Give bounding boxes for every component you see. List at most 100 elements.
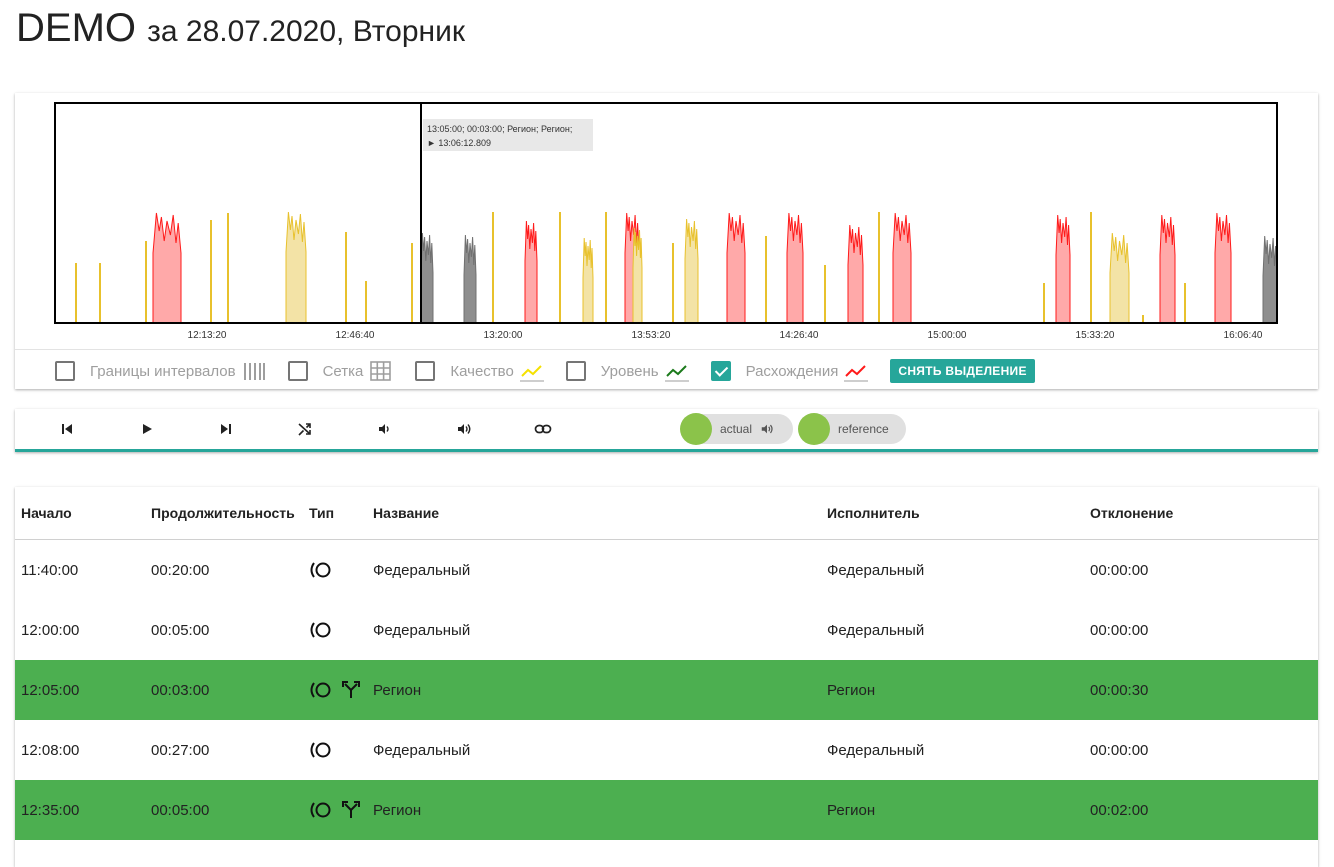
broadcast-icon <box>310 802 331 818</box>
cell-deviation: 00:02:00 <box>1090 801 1149 819</box>
red-blob <box>1159 214 1176 324</box>
actual-chip[interactable]: actual <box>680 413 793 445</box>
cell-performer: Федеральный <box>827 621 925 639</box>
chart-tooltip <box>423 119 593 151</box>
discrepancy-checkbox[interactable] <box>710 361 731 381</box>
skip-previous-button[interactable] <box>56 418 78 440</box>
yellow-blob <box>1109 232 1130 324</box>
yellow-blob <box>632 227 643 324</box>
x-tick-label: 16:06:40 <box>1224 330 1263 341</box>
link-icon <box>534 424 552 434</box>
option-level[interactable]: Уровень <box>565 360 689 382</box>
cell-type <box>309 720 333 780</box>
gray-blob <box>420 232 434 324</box>
quality-checkbox[interactable] <box>415 361 436 381</box>
table-row[interactable]: 12:35:00 00:05:00 Регион Регион 00:02:00 <box>15 780 1318 840</box>
x-tick-label: 15:33:20 <box>1076 330 1115 341</box>
option-boundaries[interactable]: Границы интервалов <box>55 360 266 382</box>
red-blob <box>847 224 864 324</box>
chart-divider <box>15 349 1318 350</box>
page-title-date: за 28.07.2020, Вторник <box>147 15 465 48</box>
header-performer[interactable]: Исполнитель <box>827 505 920 521</box>
table-header: Начало Продолжительность Тип Название Ис… <box>15 487 1318 540</box>
cell-type <box>309 540 333 600</box>
grid-icon <box>370 361 392 381</box>
red-blob <box>892 212 912 324</box>
chart-tooltip-line2: ► 13:06:12.809 <box>427 138 491 148</box>
play-button[interactable] <box>136 418 158 440</box>
table-row[interactable]: 11:40:00 00:20:00 Федеральный Федеральный 00… <box>15 540 1318 600</box>
actual-chip-dot <box>680 413 712 445</box>
cell-start: 12:08:00 <box>21 741 80 759</box>
yellow-blob <box>582 237 594 324</box>
cell-type <box>309 660 361 720</box>
cell-performer: Регион <box>827 681 876 699</box>
x-tick-label: 14:26:40 <box>780 330 819 341</box>
red-blob <box>524 220 538 324</box>
reference-chip-label: reference <box>838 422 889 436</box>
header-start[interactable]: Начало <box>21 505 72 521</box>
x-tick-label: 12:13:20 <box>188 330 227 341</box>
actual-chip-label: actual <box>720 422 753 436</box>
quality-label: Качество <box>450 362 514 380</box>
table-row[interactable]: 12:08:00 00:27:00 Федеральный Федеральный 00… <box>15 720 1318 780</box>
cell-performer: Федеральный <box>827 561 925 579</box>
broadcast-icon <box>310 622 331 638</box>
link-button[interactable] <box>532 418 554 440</box>
timeline-chart[interactable]: 13:05:00; 00:03:00; Регион; Регион; ► 13… <box>15 93 1318 349</box>
cell-type <box>309 780 361 840</box>
cell-name: Федеральный <box>373 621 471 639</box>
chart-frame <box>54 102 1278 324</box>
header-duration[interactable]: Продолжительность <box>151 505 295 521</box>
cell-duration: 00:05:00 <box>151 621 210 639</box>
level-checkbox[interactable] <box>565 361 586 381</box>
x-tick-label: 12:46:40 <box>336 330 375 341</box>
x-axis-ticks: 12:13:20 12:46:40 13:20:00 13:53:20 14:26:40… <box>188 330 1263 341</box>
yellow-line-icon <box>519 365 544 382</box>
yellow-blob <box>285 211 307 324</box>
cell-name: Регион <box>373 681 422 699</box>
skip-next-button[interactable] <box>215 418 237 440</box>
table-row[interactable]: 12:00:00 00:05:00 Федеральный Федеральный 00… <box>15 600 1318 660</box>
reference-chip[interactable]: reference <box>798 413 906 445</box>
cell-performer: Регион <box>827 801 876 819</box>
red-blob <box>786 212 804 324</box>
schedule-table: Начало Продолжительность Тип Название Ис… <box>15 487 1318 867</box>
grid-checkbox[interactable] <box>287 361 308 381</box>
skip-next-icon <box>221 424 231 434</box>
table-row[interactable]: 12:05:00 00:03:00 Регион Регион 00:00:30 <box>15 660 1318 720</box>
red-blob <box>726 212 746 324</box>
option-grid[interactable]: Сетка <box>287 360 394 382</box>
option-quality[interactable]: Качество <box>415 360 544 382</box>
red-blob <box>1055 214 1071 324</box>
boundaries-label: Границы интервалов <box>90 362 236 380</box>
split-icon <box>342 681 360 698</box>
level-label: Уровень <box>600 362 659 380</box>
shuffle-button[interactable] <box>294 418 316 440</box>
clear-selection-button[interactable]: СНЯТЬ ВЫДЕЛЕНИЕ <box>890 359 1035 383</box>
option-discrepancy[interactable]: Расхождения <box>710 360 869 382</box>
header-deviation[interactable]: Отклонение <box>1090 505 1174 521</box>
x-tick-label: 15:00:00 <box>928 330 967 341</box>
cell-start: 12:05:00 <box>21 681 80 699</box>
cell-duration: 00:03:00 <box>151 681 210 699</box>
volume-down-icon <box>379 424 389 434</box>
cell-deviation: 00:00:00 <box>1090 561 1149 579</box>
cell-duration: 00:27:00 <box>151 741 210 759</box>
boundaries-checkbox[interactable] <box>55 361 75 381</box>
header-name[interactable]: Название <box>373 505 440 521</box>
broadcast-icon <box>310 742 331 758</box>
cell-duration: 00:05:00 <box>151 801 210 819</box>
cell-duration: 00:20:00 <box>151 561 210 579</box>
split-icon <box>342 801 360 818</box>
volume-up-button[interactable] <box>453 418 475 440</box>
cell-name: Регион <box>373 801 422 819</box>
volume-down-button[interactable] <box>373 418 395 440</box>
skip-previous-icon <box>62 424 72 434</box>
cell-deviation: 00:00:00 <box>1090 621 1149 639</box>
page-title: DEMO за 28.07.2020, Вторник <box>16 6 465 51</box>
volume-up-icon <box>458 424 471 434</box>
header-type[interactable]: Тип <box>309 505 335 521</box>
red-blob <box>1214 212 1232 324</box>
cell-name: Федеральный <box>373 741 471 759</box>
